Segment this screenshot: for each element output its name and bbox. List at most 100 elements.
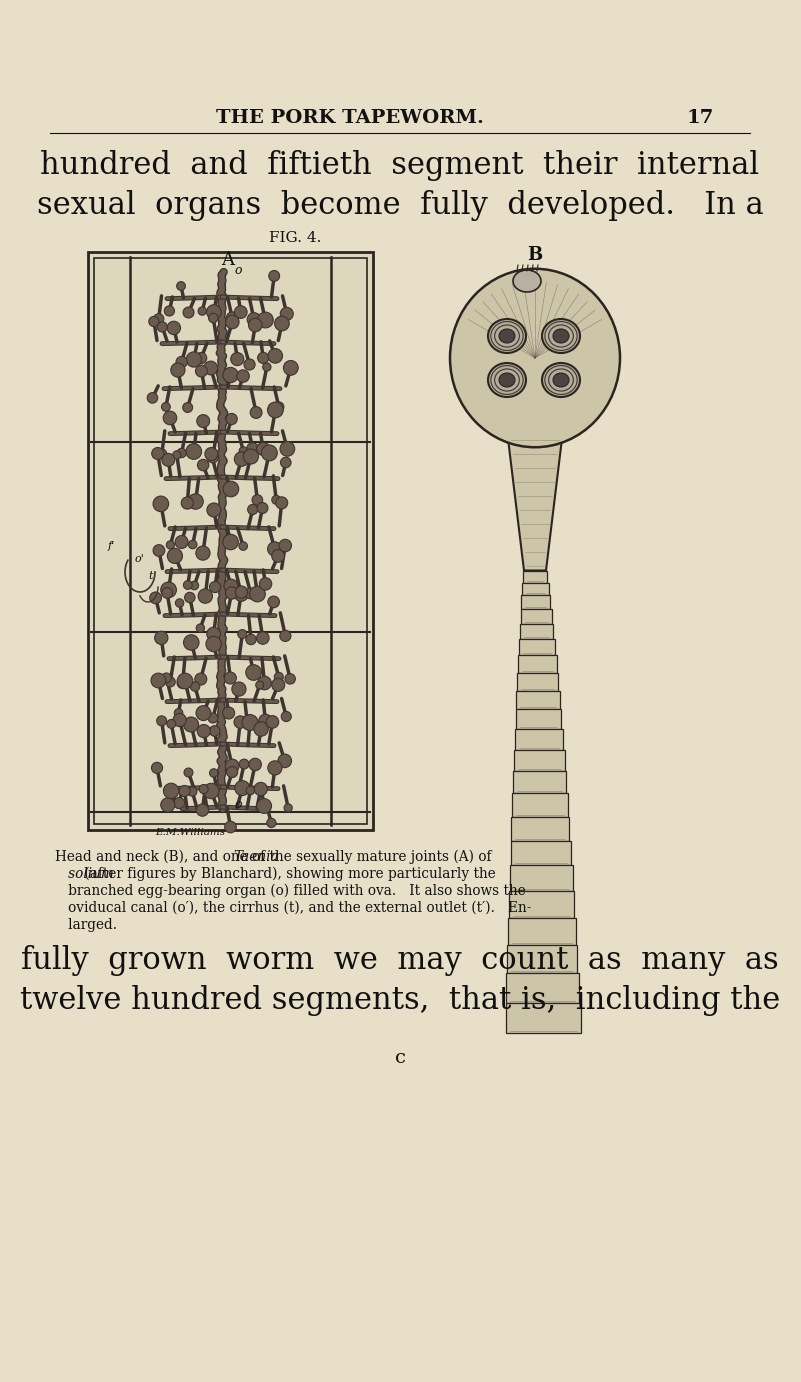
Circle shape — [234, 716, 247, 728]
Circle shape — [281, 712, 292, 721]
Circle shape — [241, 716, 253, 728]
Circle shape — [162, 587, 172, 598]
Ellipse shape — [450, 268, 620, 448]
Circle shape — [187, 786, 197, 796]
Circle shape — [183, 402, 192, 412]
Circle shape — [258, 352, 269, 363]
Text: twelve hundred segments,  that is,  including the: twelve hundred segments, that is, includ… — [20, 984, 780, 1016]
Circle shape — [278, 755, 292, 767]
Circle shape — [153, 545, 165, 557]
Circle shape — [190, 681, 199, 691]
Circle shape — [186, 352, 201, 368]
Circle shape — [151, 673, 166, 688]
Circle shape — [157, 449, 167, 459]
Circle shape — [256, 632, 269, 644]
Circle shape — [183, 580, 192, 589]
Circle shape — [268, 402, 284, 417]
Circle shape — [272, 550, 284, 562]
Circle shape — [284, 804, 292, 813]
Text: solium: solium — [55, 867, 114, 880]
Circle shape — [209, 726, 220, 737]
Circle shape — [208, 713, 218, 723]
Bar — [515, 730, 563, 749]
Circle shape — [181, 498, 193, 509]
Circle shape — [246, 786, 255, 795]
Circle shape — [207, 304, 221, 319]
Text: o': o' — [135, 554, 145, 564]
Circle shape — [207, 627, 220, 641]
Circle shape — [175, 536, 188, 549]
Text: o: o — [234, 264, 241, 276]
Circle shape — [272, 495, 280, 504]
Circle shape — [171, 363, 185, 377]
Circle shape — [190, 582, 199, 590]
Circle shape — [231, 681, 246, 697]
Circle shape — [147, 392, 158, 404]
Circle shape — [167, 720, 175, 728]
Text: o: o — [234, 797, 241, 811]
Circle shape — [195, 673, 207, 685]
Polygon shape — [508, 434, 562, 571]
Circle shape — [207, 451, 219, 463]
Circle shape — [163, 410, 177, 424]
Circle shape — [258, 676, 272, 690]
Circle shape — [238, 630, 247, 638]
Circle shape — [162, 402, 171, 412]
Circle shape — [177, 677, 188, 688]
Circle shape — [225, 587, 238, 600]
Circle shape — [223, 535, 239, 550]
Text: E.M.Williams: E.M.Williams — [155, 828, 225, 837]
Circle shape — [268, 542, 282, 556]
Circle shape — [203, 784, 219, 799]
Circle shape — [235, 452, 249, 466]
Bar — [509, 891, 574, 918]
Circle shape — [257, 503, 268, 514]
Circle shape — [223, 708, 235, 719]
Bar — [517, 691, 560, 709]
Circle shape — [162, 453, 175, 466]
Circle shape — [153, 496, 169, 511]
Circle shape — [259, 714, 272, 728]
Circle shape — [274, 673, 284, 681]
Bar — [516, 709, 562, 730]
Bar — [507, 945, 578, 973]
Circle shape — [239, 542, 248, 550]
Text: B: B — [527, 246, 542, 264]
Bar — [513, 771, 566, 793]
Circle shape — [285, 673, 296, 684]
Bar — [88, 252, 373, 831]
Circle shape — [254, 721, 268, 737]
Bar — [511, 817, 570, 840]
Bar — [521, 596, 550, 609]
Circle shape — [248, 318, 262, 332]
Circle shape — [188, 493, 203, 509]
Circle shape — [235, 586, 248, 598]
Circle shape — [186, 444, 202, 459]
Ellipse shape — [488, 319, 526, 352]
Circle shape — [210, 768, 218, 777]
Text: oviducal canal (o′), the cirrhus (t), and the external outlet (t′).   En-: oviducal canal (o′), the cirrhus (t), an… — [55, 901, 531, 915]
Bar — [522, 582, 549, 596]
Text: A: A — [222, 252, 235, 269]
Circle shape — [272, 679, 284, 691]
Circle shape — [225, 821, 236, 833]
Circle shape — [203, 361, 218, 375]
Circle shape — [197, 724, 211, 738]
Circle shape — [161, 582, 176, 597]
Circle shape — [224, 672, 236, 684]
Circle shape — [235, 781, 250, 796]
Circle shape — [280, 307, 293, 321]
Bar — [509, 865, 573, 891]
Text: FIG. 4.: FIG. 4. — [269, 231, 321, 245]
Circle shape — [245, 587, 256, 598]
Circle shape — [167, 321, 180, 334]
Ellipse shape — [488, 363, 526, 397]
Circle shape — [284, 361, 298, 376]
Bar — [506, 973, 579, 1002]
Circle shape — [248, 504, 258, 514]
Circle shape — [167, 549, 183, 564]
Text: larged.: larged. — [55, 918, 117, 931]
Circle shape — [174, 797, 185, 808]
Circle shape — [246, 634, 256, 644]
Circle shape — [252, 495, 263, 506]
